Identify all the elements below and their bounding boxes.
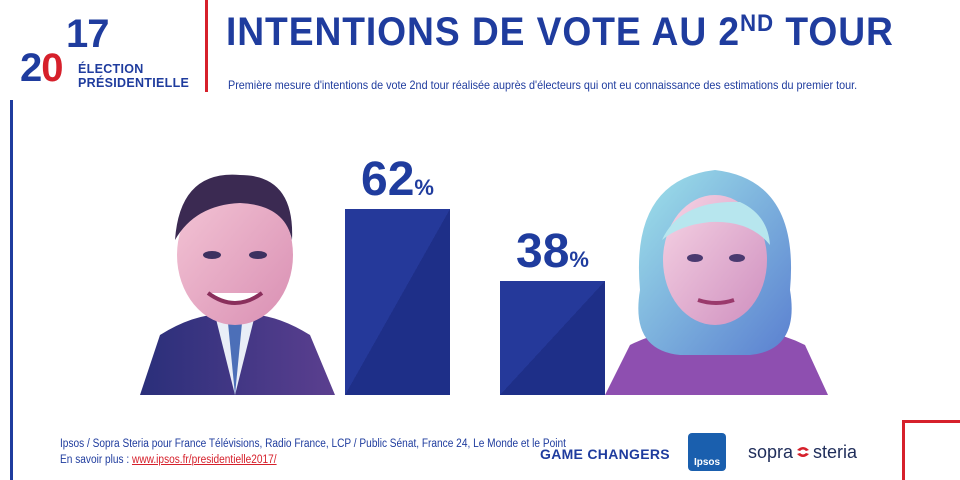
logo-digit-2: 2	[20, 46, 42, 90]
frame-corner-red-h	[905, 420, 960, 423]
bar-candidate-1	[345, 209, 450, 395]
footer-more: En savoir plus : www.ipsos.fr/presidenti…	[60, 454, 277, 466]
candidate-portrait-right	[600, 140, 830, 395]
logo-line-election: ÉLECTION	[78, 62, 144, 76]
title-end: TOUR	[774, 10, 894, 54]
logo-line-presidentielle: PRÉSIDENTIELLE	[78, 76, 190, 90]
page-subtitle: Première mesure d'intentions de vote 2nd…	[228, 78, 858, 92]
frame-corner-red-v	[902, 420, 905, 480]
election-logo: 17 20 ÉLECTION PRÉSIDENTIELLE	[18, 14, 198, 99]
portrait-right-illustration	[605, 170, 828, 395]
logo-year-bottom: 20	[20, 46, 64, 90]
footer-more-label: En savoir plus :	[60, 454, 133, 466]
bar-label-candidate-1: 62%	[361, 153, 434, 206]
page-title: INTENTIONS DE VOTE AU 2ND TOUR	[226, 10, 896, 55]
candidate-portrait-left	[120, 145, 350, 395]
bar-candidate-2	[500, 281, 605, 395]
logo-year-top: 17	[66, 12, 109, 56]
portrait-left-illustration	[140, 174, 335, 395]
steria-text: steria	[813, 442, 858, 462]
bar-label-pct-1: %	[414, 175, 434, 200]
bar-label-value-1: 62	[361, 153, 414, 206]
title-sup: ND	[739, 10, 775, 37]
sopra-steria-mark-icon	[797, 447, 810, 457]
bar-label-value-2: 38	[516, 225, 569, 278]
frame-line-red-top	[205, 0, 208, 92]
ipsos-logo-text: Ipsos	[693, 457, 721, 468]
footer-link[interactable]: www.ipsos.fr/presidentielle2017/	[132, 454, 277, 466]
logo-text: ÉLECTION PRÉSIDENTIELLE	[78, 62, 189, 90]
bar-label-pct-2: %	[569, 247, 589, 272]
footer-source: Ipsos / Sopra Steria pour France Télévis…	[60, 438, 566, 450]
title-main: INTENTIONS DE VOTE AU 2	[226, 10, 740, 54]
game-changers-label: GAME CHANGERS	[540, 446, 670, 462]
ipsos-logo: Ipsos	[688, 433, 726, 471]
sopra-steria-logo: sopra steria	[748, 442, 857, 463]
logo-digit-0: 0	[41, 46, 63, 90]
sopra-text: sopra	[748, 442, 794, 462]
bar-label-candidate-2: 38%	[516, 225, 589, 278]
frame-line-blue-left	[10, 100, 13, 480]
